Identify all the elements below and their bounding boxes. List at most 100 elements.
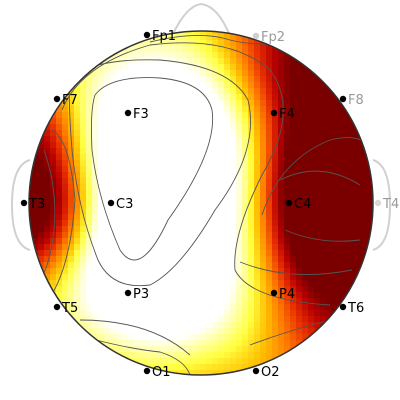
- heat-cell: [236, 64, 243, 71]
- heat-cell: [332, 130, 339, 137]
- heat-cell: [116, 358, 123, 365]
- heat-cell: [128, 94, 135, 101]
- heat-cell: [44, 226, 51, 233]
- heat-cell: [236, 184, 243, 191]
- heat-cell: [374, 178, 381, 185]
- heat-cell: [176, 112, 183, 119]
- heat-cell: [212, 346, 219, 353]
- heat-cell: [314, 76, 321, 83]
- heat-cell: [302, 166, 309, 173]
- heat-cell: [44, 31, 51, 35]
- heat-cell: [104, 190, 111, 197]
- heat-cell: [98, 184, 105, 191]
- heat-cell: [170, 100, 177, 107]
- heat-cell: [332, 178, 339, 185]
- heat-cell: [368, 58, 373, 65]
- heat-cell: [212, 220, 219, 227]
- heat-cell: [134, 190, 141, 197]
- heat-cell: [368, 322, 373, 329]
- heat-cell: [152, 232, 159, 239]
- heat-cell: [254, 40, 261, 47]
- heat-cell: [98, 160, 105, 167]
- heat-cell: [188, 286, 195, 293]
- heat-cell: [260, 220, 267, 227]
- heat-cell: [350, 76, 357, 83]
- heat-cell: [152, 52, 159, 59]
- heat-cell: [302, 262, 309, 269]
- heat-cell: [176, 352, 183, 359]
- heat-cell: [314, 148, 321, 155]
- heat-cell: [86, 328, 93, 335]
- heat-cell: [98, 64, 105, 71]
- heat-cell: [68, 58, 75, 65]
- heat-cell: [374, 274, 381, 281]
- heat-cell: [32, 340, 39, 347]
- heat-cell: [302, 130, 309, 137]
- heat-cell: [98, 172, 105, 179]
- heat-cell: [266, 154, 273, 161]
- heat-cell: [218, 232, 225, 239]
- heat-cell: [344, 334, 351, 341]
- heat-cell: [200, 94, 207, 101]
- heat-cell: [50, 280, 57, 287]
- heat-cell: [356, 244, 363, 251]
- heat-cell: [188, 148, 195, 155]
- heat-cell: [356, 166, 363, 173]
- heat-cell: [134, 340, 141, 347]
- heat-cell: [110, 370, 117, 375]
- heat-cell: [206, 40, 213, 47]
- heat-cell: [74, 142, 81, 149]
- heat-cell: [188, 262, 195, 269]
- heat-cell: [290, 232, 297, 239]
- heat-cell: [200, 220, 207, 227]
- heat-cell: [32, 118, 39, 125]
- heat-cell: [278, 340, 285, 347]
- heat-cell: [122, 40, 129, 47]
- heat-cell: [140, 256, 147, 263]
- heat-cell: [44, 358, 51, 365]
- heat-cell: [44, 190, 51, 197]
- heat-cell: [92, 82, 99, 89]
- heat-cell: [146, 52, 153, 59]
- heat-cell: [212, 166, 219, 173]
- heat-cell: [368, 268, 373, 275]
- heat-cell: [74, 286, 81, 293]
- heat-cell: [116, 40, 123, 47]
- heat-cell: [224, 76, 231, 83]
- heat-cell: [290, 256, 297, 263]
- heat-cell: [254, 178, 261, 185]
- heat-cell: [182, 154, 189, 161]
- heat-cell: [68, 280, 75, 287]
- heat-cell: [296, 304, 303, 311]
- heat-cell: [302, 118, 309, 125]
- heat-cell: [332, 46, 339, 53]
- heat-cell: [266, 46, 273, 53]
- heat-cell: [128, 346, 135, 353]
- heat-cell: [38, 358, 45, 365]
- heat-cell: [194, 214, 201, 221]
- heat-cell: [62, 64, 69, 71]
- heat-cell: [80, 238, 87, 245]
- heat-cell: [350, 346, 357, 353]
- heat-cell: [164, 82, 171, 89]
- heat-cell: [200, 178, 207, 185]
- heat-cell: [338, 160, 345, 167]
- heat-cell: [98, 202, 105, 209]
- heat-cell: [356, 118, 363, 125]
- heat-cell: [86, 178, 93, 185]
- heat-cell: [320, 190, 327, 197]
- heat-cell: [86, 256, 93, 263]
- heat-cell: [29, 124, 33, 131]
- heat-cell: [356, 376, 363, 383]
- heat-cell: [236, 172, 243, 179]
- heat-cell: [320, 232, 327, 239]
- heat-cell: [224, 160, 231, 167]
- heat-cell: [242, 292, 249, 299]
- heat-cell: [248, 76, 255, 83]
- heat-cell: [29, 304, 33, 311]
- heat-cell: [116, 70, 123, 77]
- heat-cell: [200, 52, 207, 59]
- heat-cell: [242, 256, 249, 263]
- heat-cell: [152, 124, 159, 131]
- heat-cell: [200, 184, 207, 191]
